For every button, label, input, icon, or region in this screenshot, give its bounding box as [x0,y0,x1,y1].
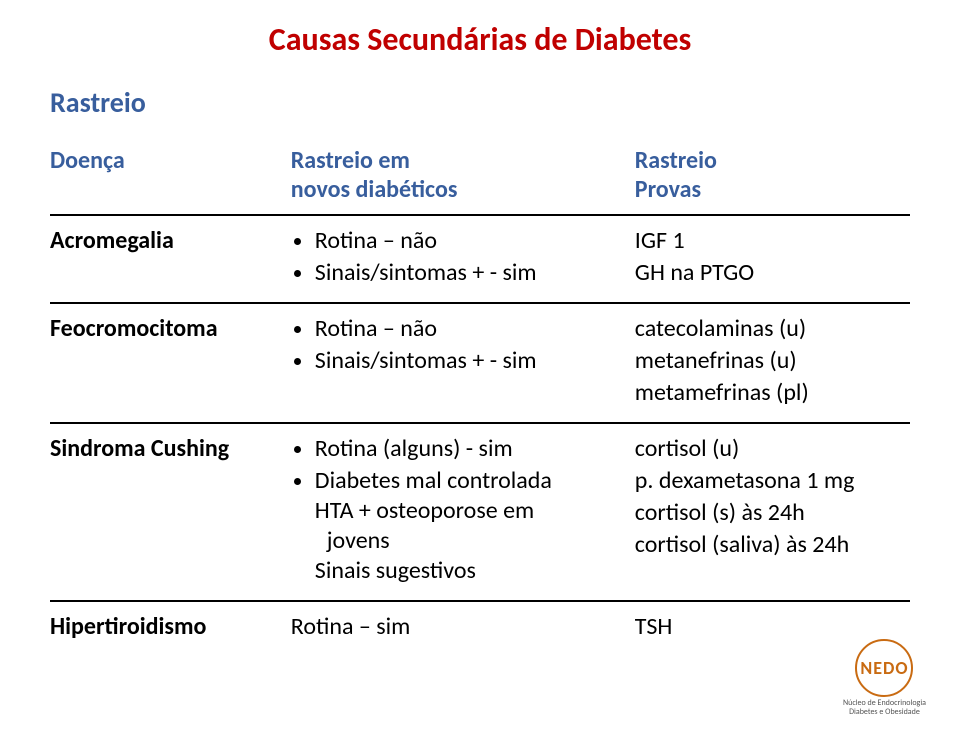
text-line: metanefrinas (u) [635,346,898,376]
list-item-text: Diabetes mal controlada [315,466,552,495]
cell-screen: Rotina – não Sinais/sintomas + - sim [291,215,635,303]
table-header-row: Doença Rastreio em novos diabéticos Rast… [50,138,910,215]
list-item: Sinais/sintomas + - sim [315,346,623,376]
screening-table: Doença Rastreio em novos diabéticos Rast… [50,138,910,653]
text-line: p. dexametasona 1 mg [635,466,898,496]
cell-disease: Acromegalia [50,215,291,303]
text-line: cortisol (s) às 24h [635,498,898,528]
table-row: Feocromocitoma Rotina – não Sinais/sinto… [50,303,910,423]
table-row: Sindroma Cushing Rotina (alguns) - sim D… [50,423,910,601]
table-row: Acromegalia Rotina – não Sinais/sintomas… [50,215,910,303]
list-item: Rotina – não [315,314,623,344]
header-disease-text: Doença [50,146,279,175]
slide-title: Causas Secundárias de Diabetes [50,20,910,59]
header-screen: Rastreio em novos diabéticos [291,138,635,215]
list-item: Rotina – não [315,226,623,256]
header-screen-l1: Rastreio em [291,146,623,175]
text-line: GH na PTGO [635,258,898,288]
text-line: cortisol (u) [635,434,898,464]
cell-tests: catecolaminas (u) metanefrinas (u) metam… [635,303,910,423]
cell-disease: Feocromocitoma [50,303,291,423]
list-item-text: Sinais sugestivos [315,556,476,585]
list-item-text: HTA + osteoporose em [315,496,534,525]
list-item: Sinais/sintomas + - sim [315,258,623,288]
slide-subtitle: Rastreio [50,85,910,120]
logo-icon: NEDO [855,639,913,697]
logo-abbr: NEDO [860,657,908,679]
header-screen-l2: novos diabéticos [291,175,623,204]
cell-screen: Rotina (alguns) - sim Diabetes mal contr… [291,423,635,601]
text-line: catecolaminas (u) [635,314,898,344]
cell-tests: cortisol (u) p. dexametasona 1 mg cortis… [635,423,910,601]
text-line: cortisol (saliva) às 24h [635,530,898,560]
list-item-text: jovens [327,526,623,556]
cell-disease: Hipertiroidismo [50,601,291,653]
list-item: Rotina (alguns) - sim [315,434,623,464]
cell-disease: Sindroma Cushing [50,423,291,601]
header-tests-l1: Rastreio [635,146,898,175]
cell-screen: Rotina – não Sinais/sintomas + - sim [291,303,635,423]
header-tests: Rastreio Provas [635,138,910,215]
slide: Causas Secundárias de Diabetes Rastreio … [0,0,960,653]
text-line: metamefrinas (pl) [635,378,898,408]
logo-text-line: Diabetes e Obesidade [843,708,926,717]
header-tests-l2: Provas [635,175,898,204]
table-row: Hipertiroidismo Rotina – sim TSH [50,601,910,653]
header-disease: Doença [50,138,291,215]
cell-tests: IGF 1 GH na PTGO [635,215,910,303]
text-line: IGF 1 [635,226,898,256]
cell-screen: Rotina – sim [291,601,635,653]
list-item: Diabetes mal controlada HTA + osteoporos… [315,466,623,586]
logo: NEDO Núcleo de Endocrinologia Diabetes e… [843,639,926,717]
